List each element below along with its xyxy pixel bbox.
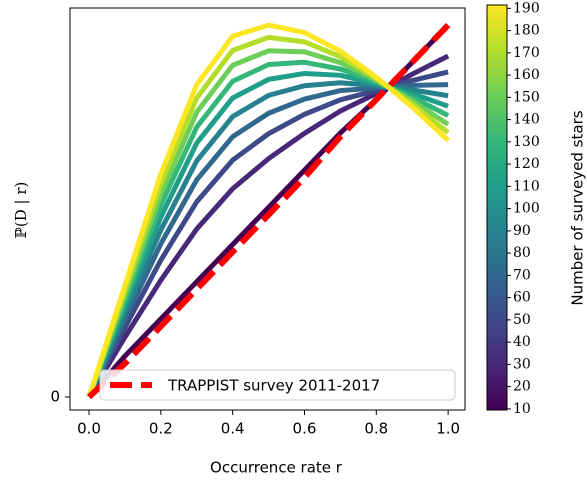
colorbar-tick-label: 140 — [513, 112, 540, 128]
y-axis-label: ℙ(D | r) — [12, 182, 30, 239]
colorbar-tick-label: 80 — [513, 245, 531, 261]
x-tick-label: 1.0 — [436, 420, 460, 438]
colorbar-tick-label: 30 — [513, 356, 531, 372]
colorbar-tick-label: 70 — [513, 267, 531, 283]
plot-frame — [69, 7, 466, 411]
colorbar-tick-label: 150 — [513, 89, 540, 105]
colorbar-label: Number of surveyed stars — [569, 110, 587, 305]
colorbar-tick-label: 190 — [513, 0, 540, 16]
reference-line — [86, 23, 451, 400]
x-tick-label: 0.6 — [293, 420, 317, 438]
colorbar-tick-label: 10 — [513, 401, 531, 417]
x-axis-label: Occurrence rate r — [210, 459, 343, 477]
y-tick-label: 0 — [50, 387, 60, 405]
colorbar-tick-label: 50 — [513, 312, 531, 328]
colorbar-tick-label: 100 — [513, 201, 540, 217]
x-tick-label: 0.2 — [149, 420, 173, 438]
colorbar-tick-label: 160 — [513, 67, 540, 83]
colorbar-tick-label: 60 — [513, 290, 531, 306]
x-tick-label: 0.0 — [77, 420, 101, 438]
colorbar-tick-label: 110 — [513, 178, 540, 194]
colorbar-tick-label: 20 — [513, 379, 531, 395]
colorbar-tick-label: 180 — [513, 23, 540, 39]
x-tick-label: 0.4 — [221, 420, 245, 438]
x-tick-label: 0.8 — [364, 420, 388, 438]
colorbar-tick-label: 170 — [513, 45, 540, 61]
colorbar-tick-label: 90 — [513, 223, 531, 239]
curve — [86, 22, 450, 398]
colorbar-tick-label: 130 — [513, 134, 540, 150]
colorbar-tick-label: 120 — [513, 156, 540, 172]
colorbar — [486, 4, 508, 411]
legend-label: TRAPPIST survey 2011-2017 — [167, 377, 380, 395]
legend-box — [99, 369, 456, 401]
colorbar-ticks: 10 20 30 40 50 60 70 80 90 100 110 120 130 140 150 160 1… — [507, 0, 540, 417]
colorbar-tick-label: 40 — [513, 334, 531, 350]
